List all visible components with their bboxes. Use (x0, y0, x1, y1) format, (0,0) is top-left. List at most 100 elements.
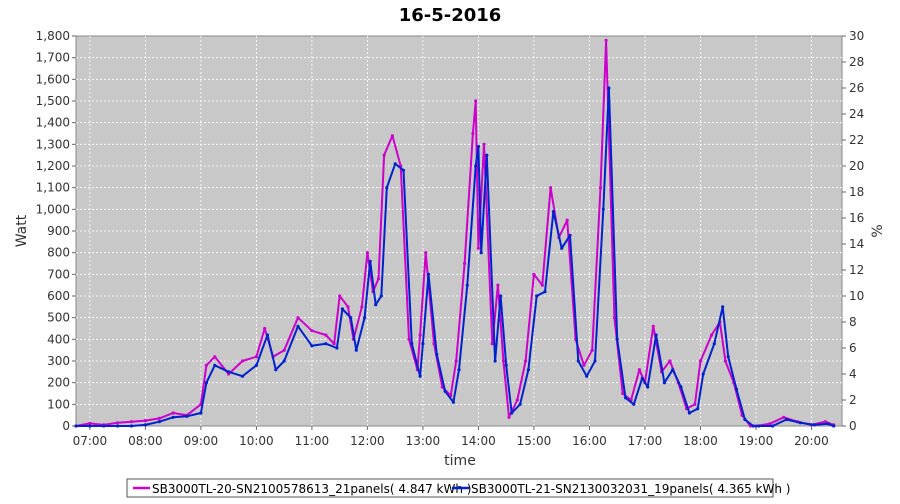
data-point-series-2 (296, 324, 300, 328)
data-point-series-1 (382, 153, 386, 157)
data-point-series-2 (354, 348, 358, 352)
data-point-series-2 (274, 368, 278, 372)
data-point-series-1 (296, 316, 300, 320)
data-point-series-1 (651, 324, 655, 328)
y2-tick-label: 22 (849, 133, 864, 147)
x-tick-label: 10:00 (239, 434, 274, 448)
data-point-series-2 (185, 414, 189, 418)
data-point-series-2 (493, 359, 497, 363)
series-lines (74, 38, 836, 428)
data-point-series-1 (418, 333, 422, 337)
y2-axis-label: % (870, 224, 886, 237)
data-point-series-2 (451, 400, 455, 404)
y-tick-label: 800 (47, 246, 70, 260)
x-tick-label: 08:00 (128, 434, 163, 448)
x-tick-label: 18:00 (683, 434, 718, 448)
data-point-series-2 (712, 342, 716, 346)
data-point-series-2 (374, 303, 378, 307)
data-point-series-2 (143, 423, 147, 427)
y-tick-label: 600 (47, 289, 70, 303)
y-tick-label: 200 (47, 376, 70, 390)
data-point-series-2 (543, 290, 547, 294)
data-point-series-1 (376, 277, 381, 281)
y2-tick-label: 24 (849, 107, 864, 121)
data-point-series-1 (604, 38, 608, 42)
data-point-series-1 (157, 416, 161, 420)
data-point-series-2 (363, 316, 367, 320)
data-point-series-2 (74, 424, 78, 428)
data-point-series-2 (662, 381, 667, 385)
x-tick-label: 20:00 (794, 434, 829, 448)
data-point-series-1 (338, 294, 342, 298)
data-point-series-2 (476, 144, 480, 149)
y-tick-label: 700 (47, 267, 70, 281)
data-point-series-1 (668, 359, 672, 363)
data-point-series-2 (385, 186, 389, 190)
y-tick-label: 1,700 (36, 51, 70, 65)
data-point-series-2 (368, 259, 372, 263)
y-axis-label: Watt (14, 214, 30, 247)
data-point-series-2 (401, 168, 406, 172)
data-point-series-2 (435, 352, 439, 357)
x-axis-ticks: 07:00 08:00 09:00 10:00 11:00 12:00 13:00 14:00… (73, 426, 829, 448)
data-point-series-1 (454, 359, 458, 363)
data-point-series-2 (826, 422, 830, 426)
data-point-series-2 (646, 385, 650, 389)
data-point-series-1 (621, 391, 625, 396)
x-axis-label: time (444, 453, 476, 469)
data-point-series-1 (88, 421, 92, 425)
data-point-series-2 (551, 209, 556, 214)
y2-tick-label: 18 (849, 185, 864, 199)
data-point-series-2 (204, 381, 208, 385)
y-tick-label: 1,200 (36, 159, 70, 173)
data-point-series-1 (723, 359, 728, 363)
legend-box (126, 478, 774, 498)
data-point-series-2 (518, 402, 522, 406)
data-point-series-1 (360, 305, 364, 309)
y2-tick-label: 2 (849, 393, 857, 407)
y-tick-label: 500 (47, 311, 70, 325)
legend-label-series-1: SB3000TL-20-SN2100578613_21panels( 4.847… (152, 482, 471, 496)
data-point-series-2 (310, 344, 314, 348)
y2-tick-label: 4 (849, 367, 857, 381)
data-point-series-2 (585, 374, 589, 378)
data-point-series-2 (443, 389, 447, 393)
data-point-series-2 (499, 294, 503, 298)
data-point-series-2 (679, 385, 683, 389)
data-point-series-2 (457, 368, 461, 372)
legend: SB3000TL-20-SN2100578613_21panels( 4.847… (126, 478, 790, 498)
y-tick-label: 900 (47, 224, 70, 238)
data-point-series-2 (324, 342, 328, 346)
data-point-series-2 (751, 424, 755, 428)
data-point-series-1 (501, 359, 505, 363)
x-tick-label: 19:00 (739, 434, 774, 448)
data-point-series-1 (637, 368, 642, 372)
data-point-series-2 (812, 423, 816, 427)
data-point-series-2 (671, 368, 675, 372)
y2-tick-label: 12 (849, 263, 864, 277)
grid (76, 36, 842, 426)
data-point-series-2 (607, 86, 611, 90)
data-point-series-1 (565, 218, 569, 222)
data-point-series-2 (213, 363, 217, 367)
x-tick-label: 14:00 (461, 434, 496, 448)
y-tick-label: 1,000 (36, 202, 70, 216)
data-point-series-2 (721, 305, 725, 309)
data-point-series-2 (784, 417, 789, 422)
data-point-series-1 (474, 99, 478, 103)
y-tick-label: 1,300 (36, 137, 70, 151)
data-point-series-2 (726, 355, 730, 359)
data-point-series-2 (696, 407, 700, 411)
data-point-series-2 (254, 363, 258, 367)
data-point-series-2 (129, 424, 134, 428)
data-point-series-1 (823, 420, 827, 424)
data-point-series-1 (507, 415, 511, 419)
data-point-series-2 (340, 307, 344, 311)
data-point-series-2 (88, 424, 92, 428)
y2-tick-label: 8 (849, 315, 857, 329)
data-point-series-2 (640, 376, 644, 380)
y-tick-label: 1,600 (36, 72, 70, 86)
data-point-series-2 (479, 251, 483, 255)
